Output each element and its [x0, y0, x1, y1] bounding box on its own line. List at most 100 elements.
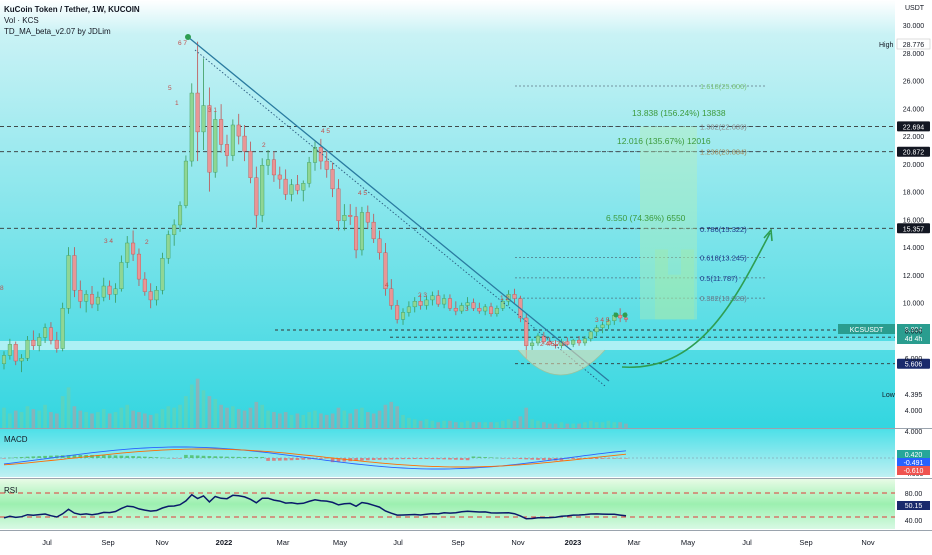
macd-histogram-bar	[465, 458, 470, 461]
macd-histogram-bar	[618, 458, 622, 459]
candle-body	[565, 341, 570, 345]
volume-bar	[583, 422, 587, 428]
volume-bar	[600, 422, 605, 428]
candle-body	[447, 298, 452, 309]
volume-bar	[454, 422, 458, 428]
macd-pane-title[interactable]: MACD	[4, 435, 28, 444]
candle-body	[219, 119, 224, 145]
symbol-badge-text: KCSUSDT	[850, 327, 884, 334]
volume-bar	[577, 423, 581, 428]
candle-body	[401, 312, 406, 320]
volume-bar	[2, 407, 6, 428]
time-axis-tick: Nov	[155, 538, 169, 547]
volume-bar	[178, 404, 182, 428]
price-axis-tick: 12.000	[903, 273, 925, 280]
volume-bar	[207, 396, 212, 428]
volume-bar	[571, 423, 576, 428]
td-count-label: 2	[145, 239, 149, 246]
volume-bar	[483, 422, 487, 428]
td-count-label: 6 7	[178, 40, 187, 47]
volume-bar	[78, 410, 83, 428]
candle-body	[172, 224, 177, 235]
target-zone	[640, 126, 697, 320]
macd-histogram-bar	[248, 457, 253, 458]
rsi-axis-tick: 40.00	[905, 518, 923, 525]
candle-body	[72, 255, 77, 291]
td-count-label: 4 5	[321, 128, 330, 135]
macd-histogram-bar	[401, 458, 405, 460]
macd-histogram-bar	[2, 458, 6, 459]
candle-body	[37, 337, 42, 346]
td-count-label: 3 4	[104, 238, 113, 245]
target-zone	[655, 249, 668, 320]
volume-legend[interactable]: Vol · KCS	[4, 16, 39, 25]
rsi-pane-title[interactable]: RSI	[4, 486, 18, 495]
price-axis-tick: 28.000	[903, 51, 925, 58]
candle-body	[125, 242, 130, 263]
high-value: 28.776	[903, 42, 925, 49]
macd-histogram-bar	[506, 458, 511, 459]
candle-body	[512, 294, 517, 299]
time-axis-tick: 2022	[216, 538, 233, 547]
volume-bar	[272, 412, 276, 428]
candle-body	[48, 327, 53, 341]
volume-bar	[547, 423, 552, 428]
level-price-badge-text: 22.694	[903, 124, 925, 131]
macd-histogram-bar	[418, 458, 423, 459]
macd-histogram-bar	[143, 456, 147, 458]
time-axis-tick: Sep	[799, 538, 812, 547]
candle-body	[600, 324, 605, 328]
macd-histogram-bar	[324, 458, 329, 459]
volume-bar	[119, 407, 124, 428]
rsi-line	[3, 493, 627, 520]
candle-body	[383, 252, 388, 290]
signal-dot	[622, 312, 628, 318]
candle-body	[442, 298, 447, 305]
support-zone-band	[0, 341, 895, 350]
macd-histogram-bar	[307, 458, 311, 460]
candle-body	[588, 331, 593, 339]
rsi-value-badge	[897, 501, 930, 510]
rsi-pane-background	[0, 479, 895, 529]
macd-histogram-bar	[448, 458, 452, 460]
candle-body	[207, 105, 212, 173]
macd-histogram-bar	[489, 457, 493, 458]
candle-body	[195, 92, 200, 133]
volume-bar	[260, 404, 265, 428]
td-count-label: 2 3	[418, 292, 427, 299]
candle-body	[301, 183, 306, 191]
indicator-legend[interactable]: TD_MA_beta_v2.07 by JDLim	[4, 27, 111, 36]
chart-title: KuCoin Token / Tether, 1W, KUCOIN	[4, 5, 140, 14]
volume-bar	[542, 422, 546, 428]
macd-histogram-bar	[430, 458, 435, 460]
td-count-label: 5	[168, 85, 172, 92]
macd-pane-background	[0, 429, 895, 477]
volume-bar	[336, 407, 341, 428]
macd-histogram-bar	[559, 458, 564, 461]
macd-value-badge	[897, 450, 930, 459]
candle-body	[119, 262, 124, 290]
candle-body	[594, 327, 599, 333]
volume-bar	[495, 422, 499, 428]
candle-body	[436, 295, 441, 305]
volume-bar	[242, 410, 247, 428]
candle-body	[459, 305, 464, 312]
low-label: Low	[882, 392, 896, 399]
candle-body	[330, 169, 335, 190]
candle-body	[230, 124, 235, 156]
macd-histogram-bar	[272, 458, 276, 461]
macd-histogram-bar	[577, 458, 581, 459]
volume-bar	[442, 420, 446, 428]
volume-bar	[518, 416, 523, 428]
rsi-value-text: 50.15	[905, 503, 923, 510]
price-axis-tick: 16.000	[903, 217, 925, 224]
macd-histogram-bar	[78, 455, 83, 458]
candle-body	[524, 317, 529, 346]
volume-bar	[313, 410, 317, 428]
candle-body	[477, 308, 482, 312]
price-axis-tick: 6.000	[905, 356, 923, 363]
volume-bar	[500, 420, 505, 428]
price-axis-tick: 24.000	[903, 106, 925, 113]
